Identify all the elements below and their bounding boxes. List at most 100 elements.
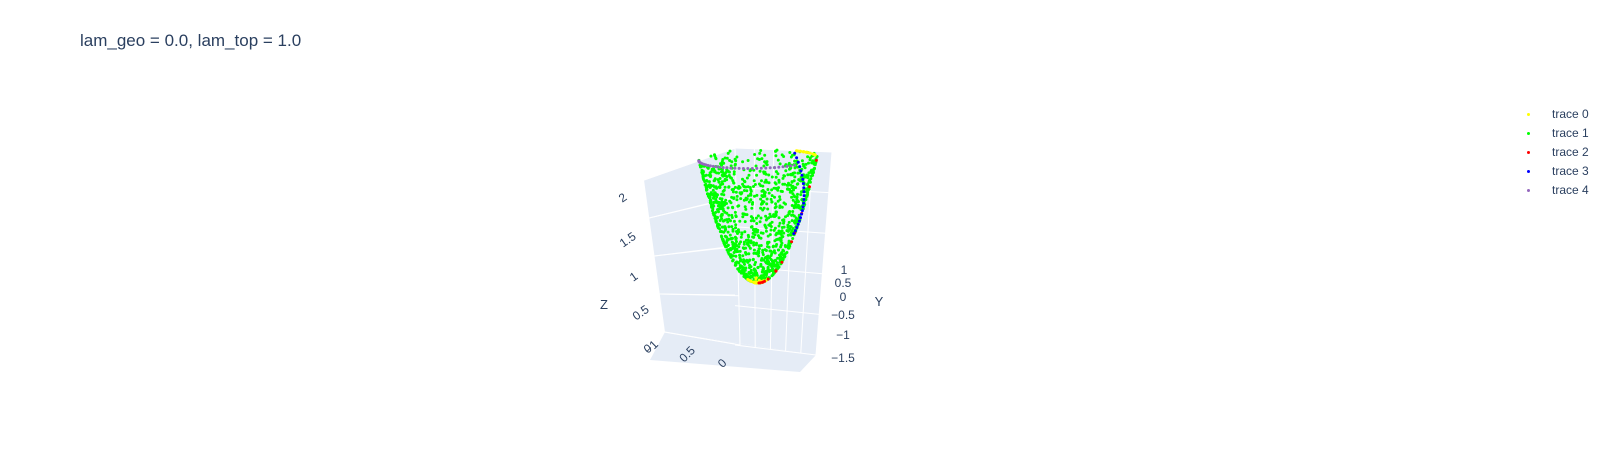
scatter-point <box>755 241 758 245</box>
scatter-point <box>732 251 736 254</box>
scatter-point <box>770 194 774 198</box>
legend-item[interactable]: trace 0 <box>1520 104 1589 123</box>
scatter-point <box>753 281 757 285</box>
scatter-point <box>762 164 766 168</box>
scatter-point <box>699 165 702 169</box>
scatter-point <box>752 219 756 223</box>
scatter-point <box>730 188 734 192</box>
scatter-point <box>780 260 784 264</box>
legend-item[interactable]: trace 4 <box>1520 180 1589 199</box>
scatter-point <box>747 252 751 256</box>
scatter-point <box>724 227 728 231</box>
scatter-point <box>781 235 785 239</box>
scatter-point <box>773 215 777 218</box>
scatter-point <box>775 231 779 235</box>
legend-item[interactable]: trace 3 <box>1520 161 1589 180</box>
scatter-point <box>780 241 784 245</box>
scatter-point <box>734 226 738 230</box>
scatter-point <box>725 245 729 248</box>
scatter-point <box>806 176 810 180</box>
scatter-point <box>732 219 736 223</box>
y-tick-label: 0.5 <box>835 276 852 290</box>
gridline <box>734 344 817 356</box>
scatter-point <box>757 254 761 258</box>
scatter-point <box>727 225 731 229</box>
scatter-point <box>713 191 717 195</box>
scatter-point <box>799 193 803 197</box>
legend-item[interactable]: trace 1 <box>1520 123 1589 142</box>
scatter-point <box>726 248 730 252</box>
scatter-point <box>713 193 716 197</box>
scatter-point <box>793 159 797 163</box>
scatter-point <box>777 216 781 220</box>
scatter-point <box>792 179 796 183</box>
scatter-point <box>742 189 746 192</box>
scatter-point <box>730 216 734 219</box>
scatter-point <box>791 227 795 230</box>
scatter-point <box>717 180 721 184</box>
scatter-point <box>798 206 802 210</box>
scatter-point <box>757 250 761 253</box>
scatter-point <box>732 170 736 174</box>
scatter-point <box>800 159 804 163</box>
scatter-point <box>767 270 771 273</box>
scatter-point <box>718 185 722 189</box>
scatter-point <box>778 195 782 199</box>
scatter-point <box>734 236 738 240</box>
scatter-point <box>738 249 742 253</box>
scatter-point <box>735 247 739 251</box>
scatter-point <box>720 199 724 203</box>
scatter-point <box>705 179 709 183</box>
scatter-point <box>771 259 775 263</box>
scatter-point <box>726 151 730 155</box>
scatter-point <box>781 176 785 180</box>
scatter-point <box>748 266 751 270</box>
scatter-point <box>747 173 751 177</box>
scatter-point <box>808 158 812 162</box>
scatter-point <box>735 198 739 202</box>
scatter-point <box>776 158 780 162</box>
scatter-point <box>732 181 736 185</box>
scatter-point <box>802 186 806 190</box>
scatter-point <box>729 166 733 170</box>
z-tick-label: 1.5 <box>617 229 639 250</box>
scatter-point <box>730 160 734 164</box>
scatter-point <box>739 192 743 195</box>
scatter-point <box>709 154 713 158</box>
scatter-point <box>746 159 750 162</box>
scatter-point <box>760 189 764 193</box>
scatter-point <box>786 233 790 237</box>
scatter-point <box>746 185 750 189</box>
scatter-point <box>761 253 765 257</box>
scatter-point <box>742 247 746 250</box>
scatter-point <box>745 189 749 193</box>
y-tick-label: 1 <box>841 263 848 277</box>
scatter-point <box>764 218 768 222</box>
scatter-point <box>740 232 744 236</box>
scatter-point <box>763 153 767 157</box>
scatter-point <box>735 194 739 198</box>
legend-marker-icon <box>1520 146 1548 158</box>
scatter-point <box>734 190 738 194</box>
scatter-point <box>764 214 768 218</box>
gridline <box>734 226 826 234</box>
scatter-point <box>754 277 758 281</box>
scatter-point <box>736 232 739 235</box>
legend-item[interactable]: trace 2 <box>1520 142 1589 161</box>
scatter-point <box>762 273 766 277</box>
scatter-point <box>788 190 792 194</box>
legend-label: trace 0 <box>1552 106 1589 121</box>
scatter-point <box>714 165 718 169</box>
gridline <box>663 331 736 345</box>
scatter-point <box>774 182 778 186</box>
scatter-point <box>782 201 786 205</box>
scatter-point <box>746 233 750 237</box>
scatter-point <box>801 205 805 209</box>
scatter-point <box>711 196 715 200</box>
scatter-point <box>805 150 808 154</box>
scatter-point <box>769 197 773 201</box>
scatter-point <box>734 214 738 218</box>
scatter-point <box>750 206 754 210</box>
scatter-point <box>726 220 730 224</box>
